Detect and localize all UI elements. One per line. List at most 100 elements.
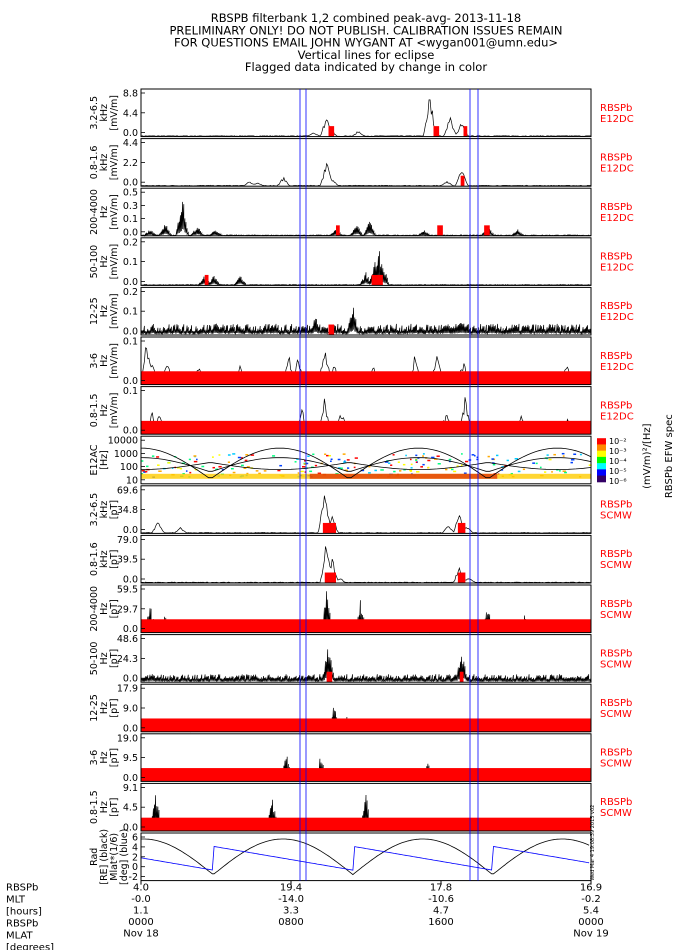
y-axis-label: Mlat*(1/6) <box>109 833 120 881</box>
y-axis-label: Hz <box>99 206 110 218</box>
colorbar-tick-label: 10⁻² <box>609 437 627 446</box>
spec-pixel <box>535 462 538 465</box>
y-tick-label: 0.0 <box>123 823 138 834</box>
spec-pixel <box>501 466 504 468</box>
spec-pixel <box>436 455 440 457</box>
spec-pixel <box>417 457 420 459</box>
instrument-tag: RBSPb <box>600 202 632 213</box>
colorbar-swatch <box>597 444 606 452</box>
signal-trace <box>140 162 592 187</box>
flagged-region <box>322 522 336 534</box>
spec-pixel <box>255 470 259 472</box>
figure-header: RBSPB filterbank 1,2 combined peak-avg- … <box>169 11 562 74</box>
spec-pixel <box>463 472 467 474</box>
spec-pixel <box>243 467 247 469</box>
flagged-region <box>433 126 440 137</box>
spec-pixel <box>302 466 306 468</box>
spec-pixel <box>409 469 413 472</box>
x-row-label: RBSPb <box>6 883 38 894</box>
y-axis-label: [pT] <box>109 649 120 668</box>
instrument-tag: RBSPb <box>600 103 632 114</box>
spec-pixel <box>388 462 391 465</box>
y-tick-label: 0.1 <box>123 337 138 348</box>
spec-pixel <box>415 459 418 461</box>
y-tick-label: 1000 <box>114 449 138 460</box>
y-axis-label: Hz <box>99 305 110 317</box>
spec-pixel <box>422 455 424 457</box>
spec-pixel <box>342 453 346 455</box>
signal-trace <box>140 99 591 137</box>
panel-frame <box>140 88 592 138</box>
spec-pixel <box>448 458 452 461</box>
spec-pixel <box>344 469 349 472</box>
spec-pixel <box>380 469 384 471</box>
flagged-region <box>328 126 335 137</box>
y-tick-label: 0.0 <box>123 178 138 189</box>
spec-pixel <box>337 458 341 461</box>
y-tick-label: 0.1 <box>123 257 138 268</box>
spec-pixel <box>241 464 244 467</box>
y-axis-label: Hz <box>99 404 110 416</box>
spec-pixel <box>410 467 413 469</box>
flagged-region <box>141 817 591 831</box>
y-axis-label: 3.2-6.5 <box>89 96 100 130</box>
spec-pixel <box>496 454 499 457</box>
spec-pixel <box>354 457 358 459</box>
y-tick-label: 0.0 <box>123 128 138 139</box>
spec-pixel <box>237 456 242 459</box>
y-tick-label: 100 <box>120 462 138 473</box>
x-tick-value: 3.3 <box>283 906 299 917</box>
spec-pixel <box>141 469 145 472</box>
y-tick-label: 0.5 <box>123 188 138 199</box>
spec-pixel <box>422 453 425 455</box>
spec-pixel <box>445 468 448 471</box>
spec-pixel <box>330 460 332 463</box>
spec-pixel <box>212 466 215 469</box>
y-axis-label: 200-4000 <box>89 586 100 632</box>
panel-frame <box>140 187 592 237</box>
spec-pixel <box>393 470 396 473</box>
panel-frame <box>140 832 592 882</box>
spec-pixel <box>460 464 463 467</box>
spec-pixel <box>548 458 552 461</box>
spec-pixel <box>353 466 356 469</box>
colorbar-tick-label: 10⁻³ <box>609 447 627 456</box>
spec-pixel <box>335 473 339 475</box>
x-tick-value: -0.2 <box>581 894 601 905</box>
spec-pixel <box>340 467 343 470</box>
y-tick-label: 0.2 <box>123 237 138 248</box>
y-axis-label: 0.8-1.5 <box>89 790 100 824</box>
spec-pixel <box>304 460 306 462</box>
x-tick-value: Nov 19 <box>573 929 608 940</box>
spec-pixel <box>221 469 225 471</box>
colorbar-tick-label: 10⁻⁵ <box>609 467 627 476</box>
instrument-tag: RBSPb <box>600 698 632 709</box>
x-tick-value: 0000 <box>578 917 603 928</box>
spec-pixel <box>294 461 297 463</box>
instrument-tag: SCMW <box>600 610 632 621</box>
x-tick-value: -0.0 <box>131 894 151 905</box>
spec-pixel <box>368 472 371 474</box>
y-axis-label: Hz <box>99 752 110 764</box>
spec-pixel <box>158 470 162 472</box>
y-tick-label: 0.0 <box>123 575 138 586</box>
spec-pixel <box>189 471 192 474</box>
y-axis-label: [pT] <box>109 748 120 767</box>
spec-pixel <box>579 453 582 456</box>
flagged-region <box>336 225 340 236</box>
spec-pixel <box>553 453 556 456</box>
y-axis-label: Hz <box>99 702 110 714</box>
header-line: FOR QUESTIONS EMAIL JOHN WYGANT AT <wyga… <box>174 36 558 50</box>
y-axis-label: [Hz] <box>99 450 110 470</box>
y-axis-label: Rad <box>89 848 100 866</box>
spec-pixel <box>314 464 318 467</box>
spec-pixel <box>476 458 479 461</box>
spec-pixel <box>437 463 441 465</box>
flagged-region <box>457 522 466 534</box>
y-tick-label: 0.3 <box>123 201 138 212</box>
